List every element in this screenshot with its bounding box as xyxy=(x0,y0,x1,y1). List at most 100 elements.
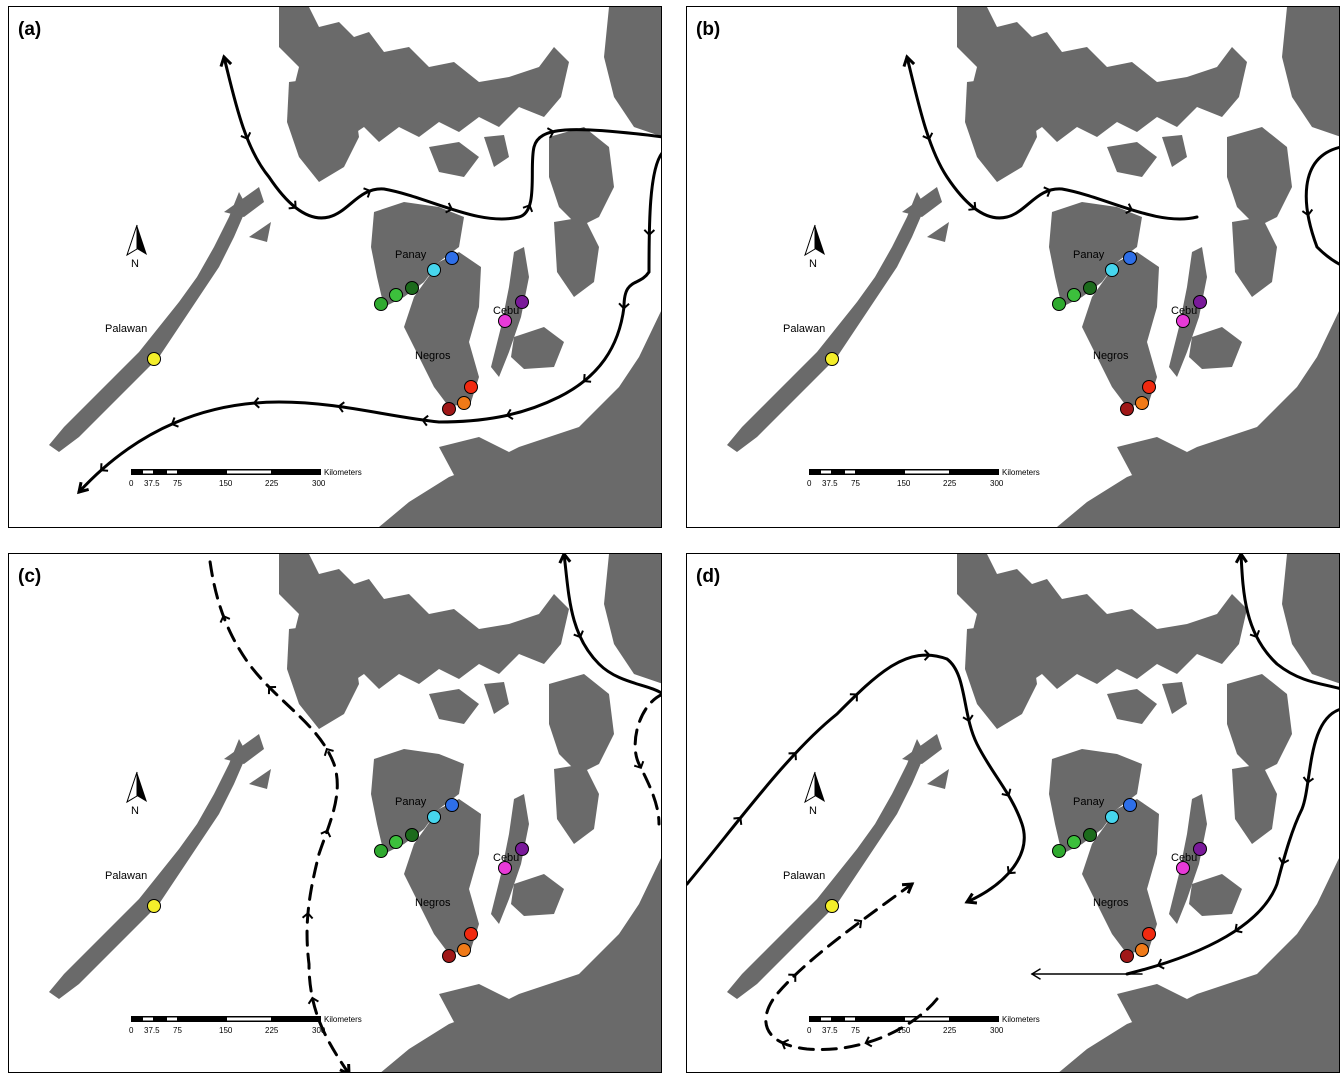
label-negros: Negros xyxy=(415,897,451,909)
current-direction-chevron-icon xyxy=(1125,203,1134,215)
current-path xyxy=(687,653,1026,904)
current-direction-chevron-icon xyxy=(445,202,454,214)
scale-tick-2: 75 xyxy=(173,1026,182,1035)
scale-tick-4: 225 xyxy=(943,1026,957,1035)
site-negros-darkred xyxy=(1120,402,1134,416)
current-path xyxy=(1304,146,1339,266)
panel-a: N Palawan Panay Negros Cebu Kilometers 0… xyxy=(8,6,662,528)
site-palawan xyxy=(147,899,161,913)
current-arrowhead-icon xyxy=(558,554,572,564)
sample-sites xyxy=(147,251,529,416)
current-direction-chevron-icon xyxy=(962,714,974,723)
current-direction-chevron-icon xyxy=(923,649,931,661)
site-negros-red xyxy=(1142,380,1156,394)
scale-bar: Kilometers 0 37.5 75 150 225 300 xyxy=(129,468,362,488)
scale-bar: Kilometers 0 37.5 75 150 225 300 xyxy=(807,1015,1040,1035)
current-direction-chevron-icon xyxy=(733,816,743,825)
scale-tick-0: 0 xyxy=(807,479,812,488)
label-cebu: Cebu xyxy=(493,305,519,317)
site-panay-cyan xyxy=(1105,263,1119,277)
site-cebu-purple xyxy=(515,842,529,856)
site-negros-darkred xyxy=(1120,949,1134,963)
current-path xyxy=(207,554,350,1072)
label-palawan: Palawan xyxy=(105,323,147,335)
site-panay-green-1 xyxy=(1067,288,1081,302)
site-negros-darkred xyxy=(442,949,456,963)
north-label: N xyxy=(809,258,817,270)
scale-tick-1: 37.5 xyxy=(144,1026,160,1035)
north-label: N xyxy=(809,805,817,817)
current-path xyxy=(562,554,661,695)
site-panay-green-1 xyxy=(1067,835,1081,849)
current-arrows xyxy=(77,54,661,495)
current-direction-chevron-icon xyxy=(240,131,252,140)
label-palawan: Palawan xyxy=(783,323,825,335)
current-direction-chevron-icon xyxy=(546,127,555,139)
north-arrow-icon: N xyxy=(804,224,825,270)
site-cebu-magenta xyxy=(498,314,512,328)
site-panay-green-2 xyxy=(374,844,388,858)
current-direction-chevron-icon xyxy=(573,630,584,639)
site-panay-cyan xyxy=(1105,810,1119,824)
current-direction-chevron-icon xyxy=(252,397,260,409)
current-direction-chevron-icon xyxy=(320,829,332,838)
site-panay-green-2 xyxy=(1052,297,1066,311)
current-direction-chevron-icon xyxy=(1043,186,1052,198)
current-direction-chevron-icon xyxy=(643,229,656,237)
site-negros-orange xyxy=(1135,396,1149,410)
label-palawan: Palawan xyxy=(105,870,147,882)
current-arrowhead-icon xyxy=(1234,554,1248,564)
current-path xyxy=(633,693,661,826)
site-negros-red xyxy=(464,927,478,941)
scale-tick-0: 0 xyxy=(129,1026,134,1035)
panel-label: (b) xyxy=(696,19,721,40)
site-negros-red xyxy=(1142,927,1156,941)
panel-label: (d) xyxy=(696,566,721,587)
scale-tick-2: 75 xyxy=(851,479,860,488)
sample-sites xyxy=(825,798,1207,963)
scale-tick-1: 37.5 xyxy=(144,479,160,488)
current-direction-chevron-icon xyxy=(170,417,179,428)
landmass xyxy=(49,7,661,527)
scale-unit: Kilometers xyxy=(1002,468,1040,477)
site-negros-orange xyxy=(457,396,471,410)
site-panay-blue xyxy=(445,798,459,812)
current-direction-chevron-icon xyxy=(1302,776,1315,784)
current-arrows xyxy=(207,554,661,1072)
current-direction-chevron-icon xyxy=(922,132,934,141)
panel-d: N Palawan Panay Negros Cebu Kilometers 0… xyxy=(686,553,1340,1073)
scale-bar: Kilometers 0 37.5 75 150 225 300 xyxy=(129,1015,362,1035)
site-negros-orange xyxy=(1135,943,1149,957)
site-cebu-magenta xyxy=(498,861,512,875)
current-direction-chevron-icon xyxy=(100,463,109,472)
current-direction-chevron-icon xyxy=(267,686,277,695)
scale-tick-4: 225 xyxy=(265,479,279,488)
site-panay-green-1 xyxy=(389,288,403,302)
current-direction-chevron-icon xyxy=(583,374,592,383)
current-arrowhead-icon xyxy=(219,54,233,67)
panel-label: (c) xyxy=(18,566,42,587)
site-cebu-purple xyxy=(515,295,529,309)
scale-bar: Kilometers 0 37.5 75 150 225 300 xyxy=(807,468,1040,488)
north-label: N xyxy=(131,805,139,817)
site-cebu-magenta xyxy=(1176,314,1190,328)
current-direction-chevron-icon xyxy=(505,408,514,420)
current-arrowhead-icon xyxy=(339,1063,351,1072)
scale-tick-1: 37.5 xyxy=(822,1026,838,1035)
current-direction-chevron-icon xyxy=(219,614,231,623)
current-direction-chevron-icon xyxy=(788,973,797,982)
landmass xyxy=(727,554,1339,1072)
current-direction-chevron-icon xyxy=(522,204,534,213)
panel-b: N Palawan Panay Negros Cebu Kilometers 0… xyxy=(686,6,1340,528)
site-negros-red xyxy=(464,380,478,394)
scale-tick-4: 225 xyxy=(265,1026,279,1035)
site-palawan xyxy=(825,352,839,366)
label-negros: Negros xyxy=(1093,350,1129,362)
label-cebu: Cebu xyxy=(1171,852,1197,864)
scale-tick-5: 300 xyxy=(312,479,326,488)
current-path xyxy=(1125,708,1339,976)
sample-sites xyxy=(147,798,529,963)
current-direction-chevron-icon xyxy=(421,414,429,427)
north-label: N xyxy=(131,258,139,270)
scale-tick-0: 0 xyxy=(807,1026,812,1035)
